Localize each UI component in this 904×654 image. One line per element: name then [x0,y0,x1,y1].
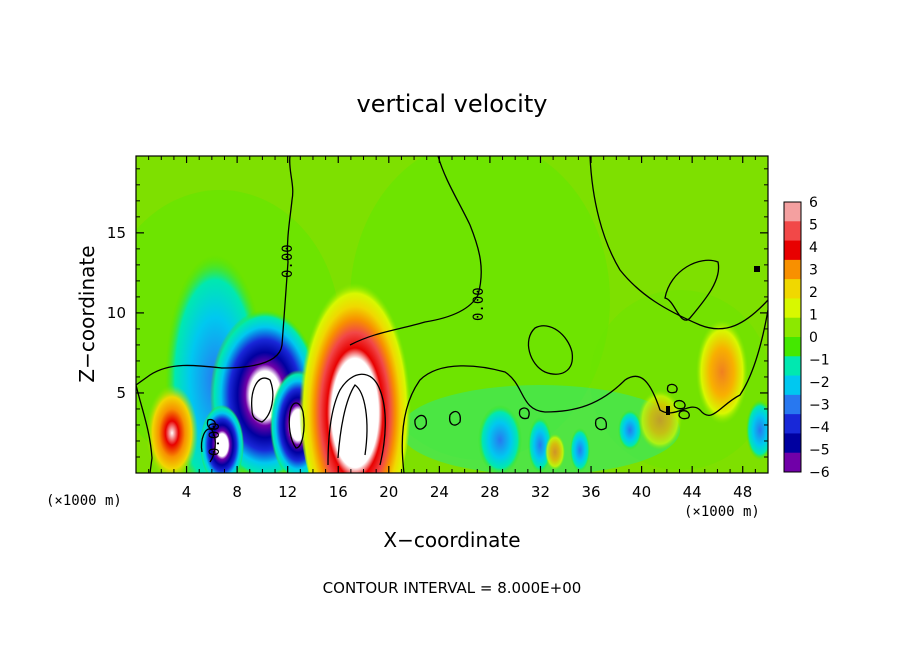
chart-title: vertical velocity [357,90,548,118]
colorbar-label: 0 [809,330,818,346]
colorbar-swatch [784,279,801,299]
y-tick-label: 15 [107,224,126,242]
colorbar-swatch [784,240,801,261]
colorbar-label: 6 [809,195,818,211]
colorbar-label: 3 [809,263,818,279]
colorbar-label: −5 [809,443,830,459]
colorbar-swatch [784,414,801,434]
downdraft-core-3 [200,405,244,473]
y-axis: 5 10 15 [107,168,768,458]
x-tick-label: 28 [480,483,499,501]
colorbar-swatch [784,394,801,415]
contour-label-2: 0.00 [471,287,487,321]
colorbar-swatch [784,452,801,473]
x-unit-label-left: (×1000 m) [46,493,122,509]
contour-interval-note: CONTOUR INTERVAL = 8.000E+00 [323,579,582,597]
x-tick-label: 44 [683,483,702,501]
y-tick-label: 5 [116,384,126,402]
updraft-left [146,385,198,473]
y-tick-label: 10 [107,304,126,322]
colorbar-label: 2 [809,285,818,301]
x-axis: 4 8 12 16 20 24 28 32 36 40 44 48 [148,156,756,501]
x-tick-label: 40 [632,483,651,501]
colorbar-label: −1 [809,353,830,369]
colorbar-swatch [784,356,801,377]
heatmap-field: 0.00 0.00 0.00 [136,156,768,473]
updraft-main [299,270,411,473]
colorbar-label: 1 [809,308,818,324]
colorbar-label: −3 [809,398,830,414]
colorbar-swatch [784,337,801,357]
colorbar-label: −2 [809,375,830,391]
colorbar-swatch [784,221,801,242]
colorbar-frame [783,201,802,473]
colorbar-label: 5 [809,218,818,234]
colorbar-label: −4 [809,420,830,436]
colorbar: 6 5 4 3 2 1 0 −1 −2 −3 −4 −5 −6 [783,195,830,481]
colorbar-swatch [784,375,801,396]
y-axis-title: Z−coordinate [75,245,99,382]
colorbar-swatch [784,433,801,454]
x-tick-label: 20 [379,483,398,501]
colorbar-label: −6 [809,465,830,481]
x-tick-label: 16 [329,483,348,501]
x-tick-label: 48 [733,483,752,501]
colorbar-label: 4 [809,240,818,256]
colorbar-swatch [784,259,801,280]
colorbar-swatch [784,317,801,338]
contour-label-3: 0.00 [207,422,223,456]
x-tick-label: 24 [430,483,449,501]
x-tick-label: 12 [278,483,297,501]
x-tick-label: 4 [182,483,192,501]
colorbar-swatch [784,202,801,222]
x-unit-label-right: (×1000 m) [684,504,760,520]
x-tick-label: 8 [232,483,242,501]
contour-label-1: 0.00 [280,244,296,278]
x-tick-label: 36 [581,483,600,501]
x-axis-title: X−coordinate [383,528,520,552]
colorbar-swatch [784,298,801,319]
x-tick-label: 32 [531,483,550,501]
